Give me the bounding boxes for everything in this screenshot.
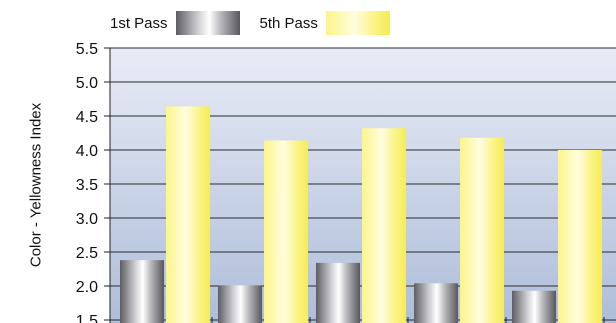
bar-5th-pass (362, 128, 406, 323)
legend-swatch-5th-pass (325, 11, 390, 35)
y-tick-label: 1.5 (76, 313, 98, 323)
bar-5th-pass (558, 150, 602, 323)
legend: 1st Pass 5th Pass (110, 8, 410, 38)
bar-1st-pass (512, 290, 556, 323)
bar-1st-pass (414, 283, 458, 323)
bar-1st-pass (316, 262, 360, 323)
legend-swatch-1st-pass (175, 11, 240, 35)
bar-5th-pass (166, 106, 210, 323)
legend-label-5th-pass: 5th Pass (259, 14, 318, 32)
y-axis-ticks: 1.5 2.0 2.5 3.0 3.5 4.0 4.5 5.0 5.5 (76, 41, 110, 323)
y-tick-label: 5.0 (76, 75, 98, 92)
bars (120, 106, 602, 323)
y-tick-label: 5.5 (76, 41, 98, 58)
bar-1st-pass (120, 260, 164, 323)
y-tick-label: 2.0 (76, 279, 98, 296)
legend-label-1st-pass: 1st Pass (110, 14, 168, 32)
y-tick-label: 2.5 (76, 245, 98, 262)
y-tick-label: 3.5 (76, 177, 98, 194)
bar-5th-pass (460, 137, 504, 323)
y-tick-label: 3.0 (76, 211, 98, 228)
y-tick-label: 4.5 (76, 109, 98, 126)
x-axis-ticks (211, 317, 605, 323)
bar-5th-pass (264, 140, 308, 323)
y-tick-label: 4.0 (76, 143, 98, 160)
bar-1st-pass (218, 285, 262, 323)
